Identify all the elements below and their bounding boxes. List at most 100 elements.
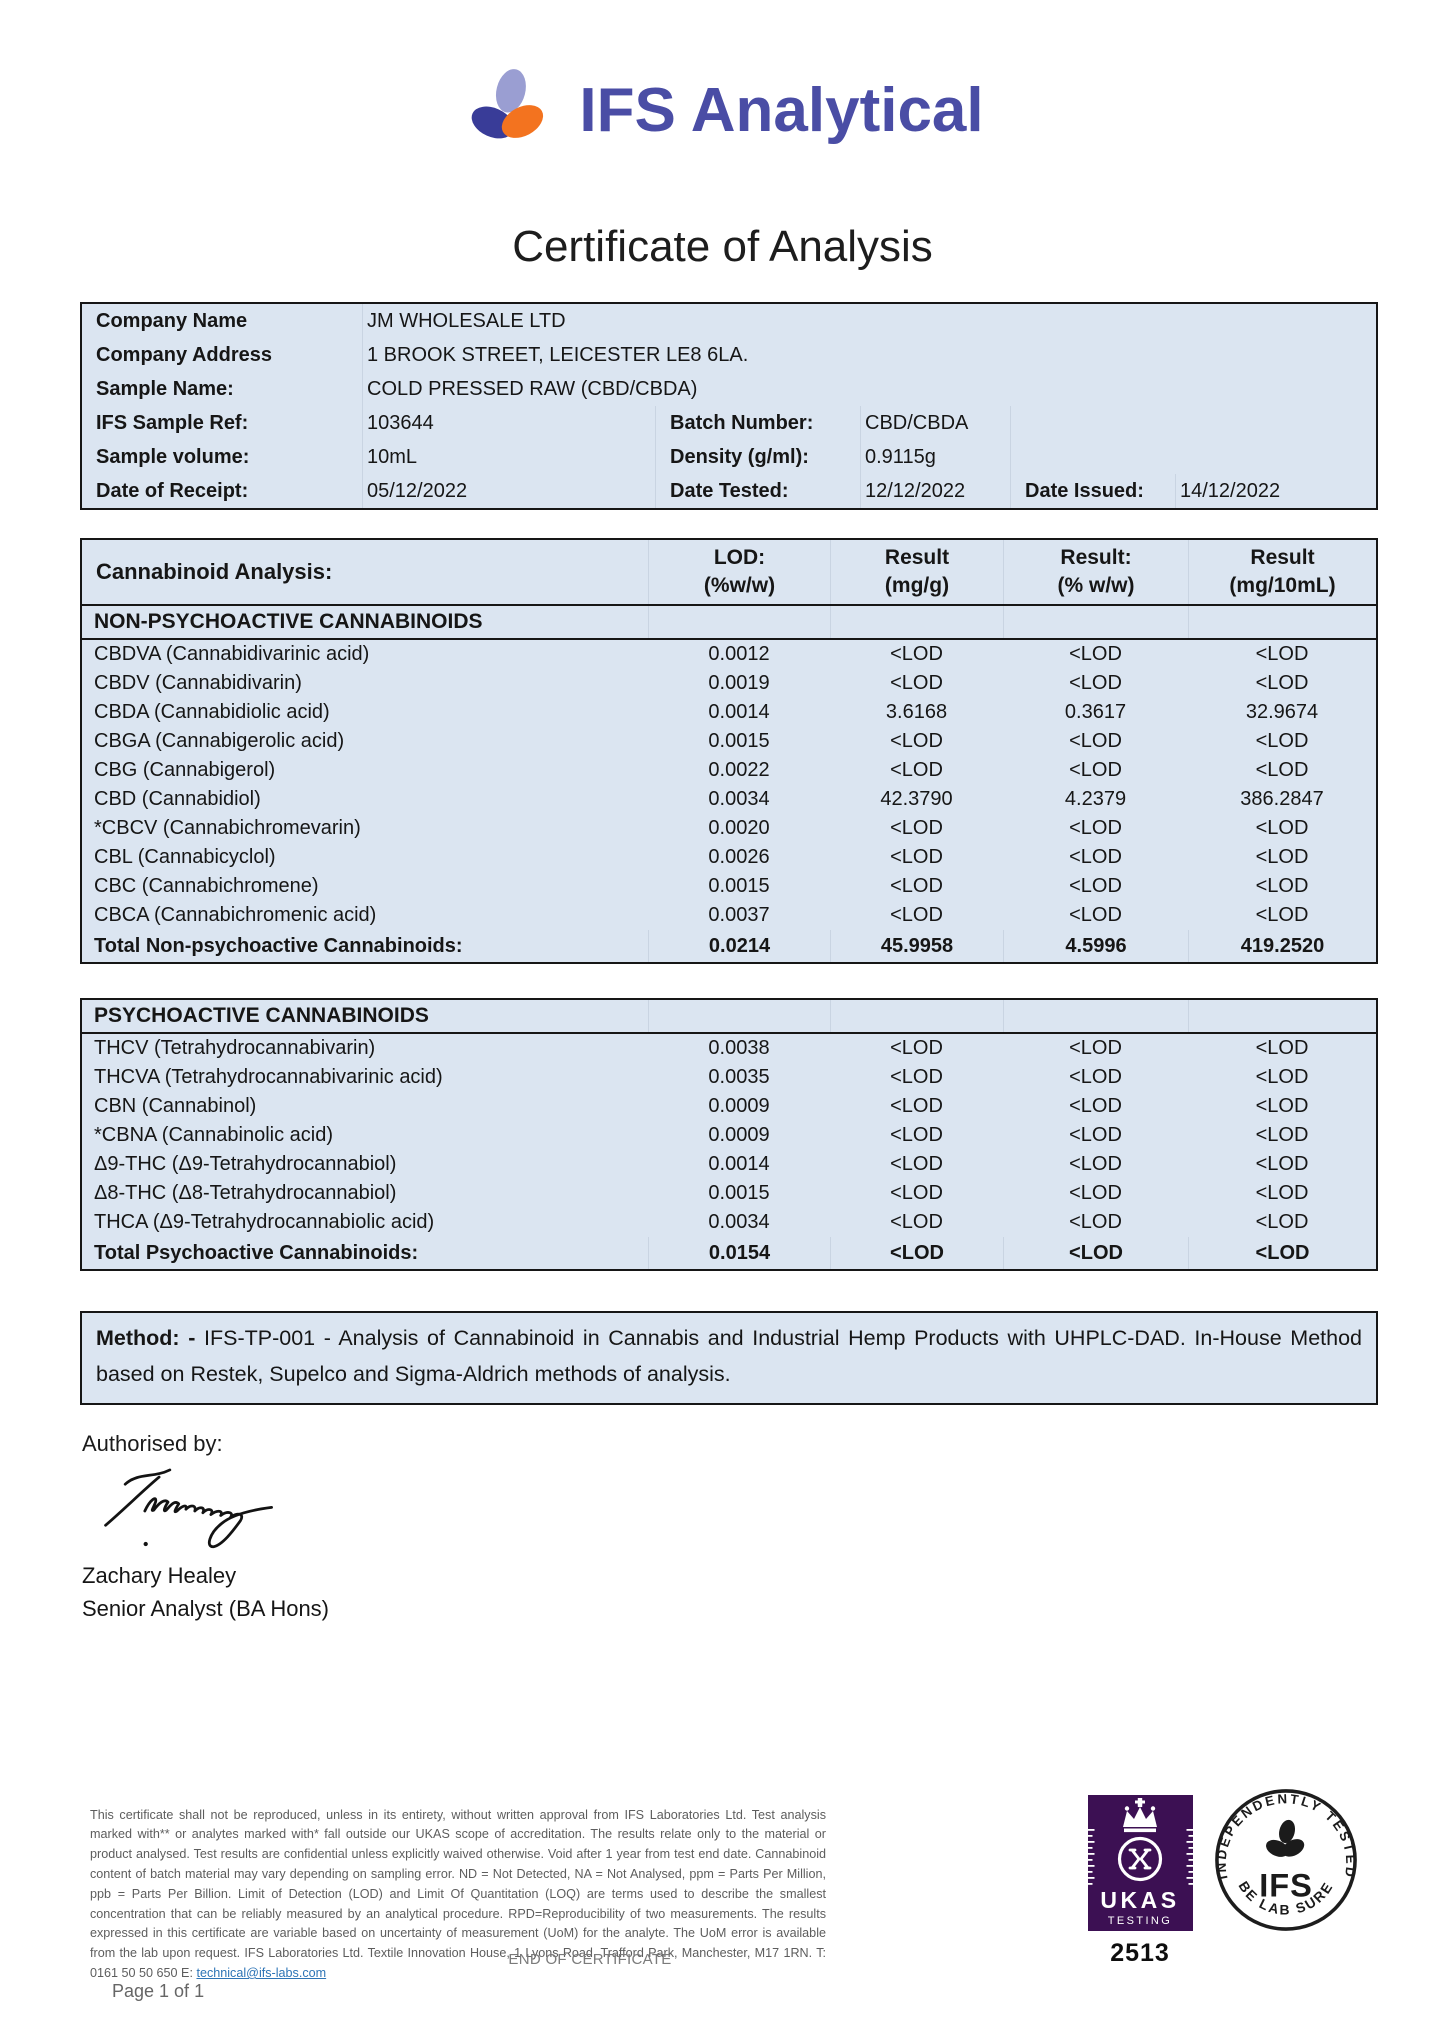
disclaimer-text: This certificate shall not be reproduced… <box>90 1807 826 1980</box>
lod-value: 0.0022 <box>708 759 770 781</box>
result-mg10-value: <LOD <box>1255 1037 1309 1059</box>
lod-value: 0.0015 <box>708 730 770 752</box>
lod-value: 0.0019 <box>708 672 770 694</box>
lod-value: 0.0012 <box>708 643 770 665</box>
lod-value: 0.0009 <box>708 1124 770 1146</box>
lod-value: 0.0014 <box>708 701 770 723</box>
analyte-name: Δ8-THC (Δ8-Tetrahydrocannabiol) <box>94 1182 397 1204</box>
analyte-name: CBL (Cannabicyclol) <box>94 846 276 868</box>
crown-icon <box>1122 1798 1157 1833</box>
stamp-ifs-text: IFS <box>1259 1868 1313 1904</box>
result-pww-value: <LOD <box>1069 1153 1122 1175</box>
batch-number-value: CBD/CBDA <box>860 406 1010 440</box>
result-mg10-value: <LOD <box>1255 672 1309 694</box>
result-pww-value: <LOD <box>1069 1037 1122 1059</box>
date-tested-label: Date Tested: <box>655 474 860 508</box>
result-pww-value: <LOD <box>1069 904 1122 926</box>
result-pww-value: <LOD <box>1069 643 1122 665</box>
analyte-name: CBG (Cannabigerol) <box>94 759 276 781</box>
result-mgg-value: <LOD <box>890 730 943 752</box>
method-label: Method: - <box>96 1326 196 1350</box>
header-result-pww: Result: (% w/w) <box>1003 540 1188 604</box>
page-title: Certificate of Analysis <box>512 222 933 271</box>
result-mg10-value: <LOD <box>1255 643 1309 665</box>
result-mg10-value: <LOD <box>1255 875 1309 897</box>
stamp-trefoil-icon <box>1266 1819 1305 1857</box>
lod-value: 0.0026 <box>708 846 770 868</box>
result-pww-value: <LOD <box>1069 730 1122 752</box>
result-pww-value: <LOD <box>1069 1066 1122 1088</box>
company-address-label: Company Address <box>96 344 272 366</box>
ukas-emblem-icon <box>1117 1836 1162 1882</box>
brand-logo: IFS Analytical <box>0 0 1445 158</box>
ukas-accreditation: UKAS TESTING 2513 <box>1086 1795 1194 1968</box>
result-mgg-value: <LOD <box>890 1124 943 1146</box>
method-box: Method: - IFS-TP-001 - Analysis of Canna… <box>80 1311 1378 1405</box>
result-mgg-value: <LOD <box>890 643 943 665</box>
analyte-name: THCA (Δ9-Tetrahydrocannabiolic acid) <box>94 1211 435 1233</box>
result-mg10-value: <LOD <box>1255 1066 1309 1088</box>
result-pww-value: <LOD <box>1069 875 1122 897</box>
analyte-name: THCVA (Tetrahydrocannabivarinic acid) <box>94 1066 443 1088</box>
result-mgg-value: <LOD <box>890 1037 943 1059</box>
cannabinoid-analysis-table: Cannabinoid Analysis: LOD: (%w/w) Result… <box>80 538 1378 964</box>
result-mgg-value: <LOD <box>890 1095 943 1117</box>
result-mg10-value: <LOD <box>1255 817 1309 839</box>
result-mgg-value: 42.3790 <box>880 788 953 810</box>
result-mg10-value: <LOD <box>1255 730 1309 752</box>
authorised-by-label: Authorised by: <box>82 1431 223 1456</box>
lod-value: 0.0014 <box>708 1153 770 1175</box>
empty-cell <box>1010 406 1376 440</box>
analyte-name: Δ9-THC (Δ9-Tetrahydrocannabiol) <box>94 1153 397 1175</box>
analyte-name: *CBCV (Cannabichromevarin) <box>94 817 361 839</box>
analyte-name: CBDA (Cannabidiolic acid) <box>94 701 330 723</box>
result-mg10-value: <LOD <box>1255 759 1309 781</box>
result-pww-value: <LOD <box>1069 1211 1122 1233</box>
sample-volume-label: Sample volume: <box>96 446 250 468</box>
result-mg10-value: 32.9674 <box>1245 701 1319 723</box>
result-mgg-value: <LOD <box>890 846 943 868</box>
result-pww-value: 0.3617 <box>1064 701 1127 723</box>
header-result-mgg: Result (mg/g) <box>830 540 1003 604</box>
lod-value: 0.0009 <box>708 1095 770 1117</box>
analysis-table-header: Cannabinoid Analysis: LOD: (%w/w) Result… <box>82 540 1376 606</box>
lod-value: 0.0034 <box>708 788 770 810</box>
result-mgg-value: <LOD <box>890 672 943 694</box>
company-address-value: 1 BROOK STREET, LEICESTER LE8 6LA. <box>362 338 1376 372</box>
result-mgg-value: <LOD <box>890 875 943 897</box>
result-mg10-value: <LOD <box>1255 1153 1309 1175</box>
analyst-name: Zachary Healey <box>82 1563 237 1588</box>
lod-value: 0.0034 <box>708 1211 770 1233</box>
batch-number-label: Batch Number: <box>655 406 860 440</box>
analyte-name: CBDVA (Cannabidivarinic acid) <box>94 643 370 665</box>
brand-logo-text: IFS Analytical <box>579 75 984 145</box>
result-pww-value: <LOD <box>1069 1182 1122 1204</box>
result-mgg-value: <LOD <box>890 1153 943 1175</box>
method-text: IFS-TP-001 - Analysis of Cannabinoid in … <box>96 1326 1362 1386</box>
analyte-name: THCV (Tetrahydrocannabivarin) <box>94 1037 376 1059</box>
result-mgg-value: <LOD <box>890 759 943 781</box>
result-mg10-value: 386.2847 <box>1240 788 1324 810</box>
section-psychoactive: PSYCHOACTIVE CANNABINOIDS <box>82 1000 1376 1034</box>
signature-image <box>104 1468 273 1549</box>
ifs-sample-ref-value: 103644 <box>362 406 655 440</box>
lod-value: 0.0015 <box>708 875 770 897</box>
result-pww-value: <LOD <box>1069 672 1122 694</box>
ukas-logo: UKAS TESTING <box>1087 1795 1193 1931</box>
ukas-testing-text: TESTING <box>1107 1915 1171 1927</box>
result-pww-value: <LOD <box>1069 846 1122 868</box>
result-pww-value: <LOD <box>1069 1095 1122 1117</box>
result-mgg-value: <LOD <box>890 817 943 839</box>
result-mgg-value: <LOD <box>890 1066 943 1088</box>
lod-value: 0.0035 <box>708 1066 770 1088</box>
analyte-name: CBCA (Cannabichromenic acid) <box>94 904 377 926</box>
result-mgg-value: 3.6168 <box>885 701 948 723</box>
page-number: Page 1 of 1 <box>112 1981 205 2001</box>
analyst-role: Senior Analyst (BA Hons) <box>82 1596 330 1621</box>
lod-value: 0.0038 <box>708 1037 770 1059</box>
result-pww-value: 4.2379 <box>1064 788 1127 810</box>
technical-email-link[interactable]: technical@ifs-labs.com <box>196 1965 327 1980</box>
psychoactive-table: PSYCHOACTIVE CANNABINOIDS THCV (Tetrahyd… <box>80 998 1378 1271</box>
header-analyte: Cannabinoid Analysis: <box>96 559 333 584</box>
